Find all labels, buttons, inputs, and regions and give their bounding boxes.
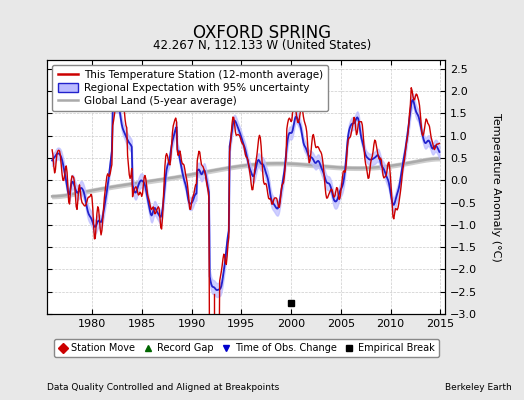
Text: Data Quality Controlled and Aligned at Breakpoints: Data Quality Controlled and Aligned at B… <box>47 383 279 392</box>
Legend: Station Move, Record Gap, Time of Obs. Change, Empirical Break: Station Move, Record Gap, Time of Obs. C… <box>54 339 439 357</box>
Text: 42.267 N, 112.133 W (United States): 42.267 N, 112.133 W (United States) <box>153 39 371 52</box>
Text: Berkeley Earth: Berkeley Earth <box>445 383 512 392</box>
Y-axis label: Temperature Anomaly (°C): Temperature Anomaly (°C) <box>492 113 501 261</box>
Legend: This Temperature Station (12-month average), Regional Expectation with 95% uncer: This Temperature Station (12-month avera… <box>52 65 328 111</box>
Text: OXFORD SPRING: OXFORD SPRING <box>193 24 331 42</box>
